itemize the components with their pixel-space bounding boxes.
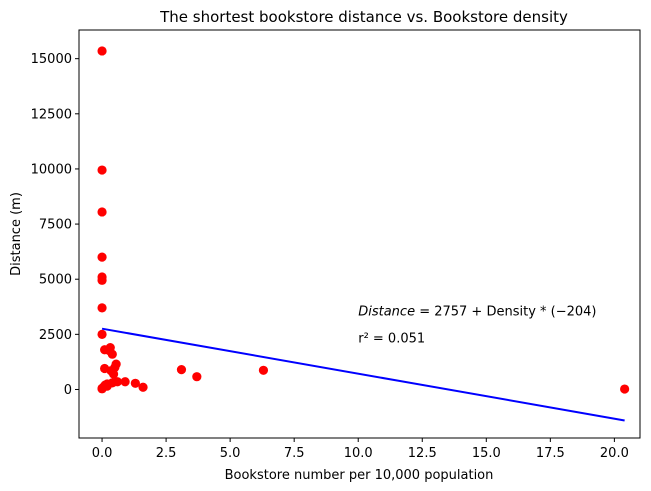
data-point: [97, 46, 107, 56]
data-point: [97, 165, 107, 175]
x-tick-label: 7.5: [284, 446, 305, 461]
y-tick-label: 7500: [39, 218, 72, 233]
data-point: [111, 359, 121, 369]
equation-rest: = 2757 + Density * (−204): [415, 304, 596, 319]
y-axis: 0 2500 5000 7500 10000 12500 15000: [31, 52, 79, 398]
data-point: [120, 377, 130, 387]
data-point: [176, 365, 187, 375]
x-tick-label: 17.5: [536, 446, 565, 461]
data-point: [97, 275, 107, 285]
x-tick-label: 5.0: [220, 446, 241, 461]
y-tick-label: 5000: [39, 273, 72, 288]
x-tick-label: 15.0: [472, 446, 501, 461]
x-axis: 0.0 2.5 5.0 7.5 10.0 12.5 15.0 17.5 20.0: [92, 438, 629, 461]
regression-annotation: Distance = 2757 + Density * (−204) r² = …: [358, 304, 596, 346]
data-point: [107, 349, 117, 359]
data-point: [97, 252, 107, 262]
regression-line: [101, 327, 625, 422]
x-tick-label: 2.5: [156, 446, 177, 461]
axes-frame: [78, 29, 641, 439]
data-point: [138, 382, 148, 392]
plot-area: [97, 46, 630, 422]
y-tick-label: 10000: [31, 162, 72, 177]
data-point: [97, 303, 107, 313]
data-point: [620, 384, 630, 394]
r-squared-label: r² = 0.051: [358, 331, 425, 346]
y-tick-label: 0: [64, 383, 72, 398]
data-point: [107, 378, 117, 388]
y-axis-title: Distance (m): [9, 192, 24, 276]
data-point: [258, 365, 269, 375]
data-point: [192, 372, 202, 382]
x-tick-label: 0.0: [92, 446, 113, 461]
chart-title: The shortest bookstore distance vs. Book…: [159, 8, 568, 26]
data-point: [97, 207, 107, 217]
data-point: [97, 329, 107, 339]
x-axis-title: Bookstore number per 10,000 population: [225, 468, 494, 483]
x-tick-label: 12.5: [408, 446, 437, 461]
regression-equation: Distance = 2757 + Density * (−204): [358, 304, 596, 319]
data-point: [130, 378, 140, 388]
x-tick-label: 20.0: [600, 446, 629, 461]
y-tick-label: 15000: [31, 52, 72, 67]
x-tick-label: 10.0: [344, 446, 373, 461]
y-tick-label: 2500: [39, 328, 72, 343]
y-tick-label: 12500: [31, 107, 72, 122]
equation-lead: Distance: [358, 304, 415, 319]
